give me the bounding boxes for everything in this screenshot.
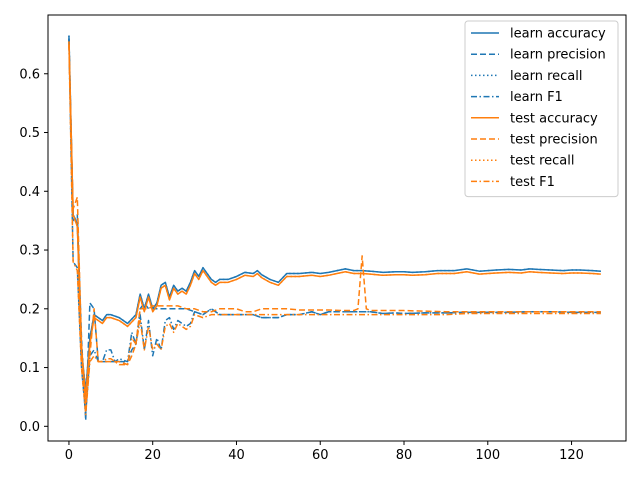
legend-label: test recall <box>510 154 575 169</box>
series-line-learn-recall <box>68 35 601 392</box>
y-tick-label: 0.2 <box>19 302 40 317</box>
plot-frame <box>47 14 627 442</box>
legend-label: test precision <box>510 133 598 148</box>
x-tick-label: 80 <box>396 448 413 463</box>
legend-label: learn precision <box>510 48 606 63</box>
y-tick-label: 0.0 <box>19 420 40 435</box>
legend-label: test F1 <box>510 175 555 190</box>
x-tick-label: 40 <box>228 448 245 463</box>
x-tick-label: 20 <box>144 448 161 463</box>
legend-label: test accuracy <box>510 111 598 126</box>
series-line-test-precision <box>68 44 601 410</box>
series-line-test-recall <box>68 41 601 398</box>
x-tick-label: 100 <box>475 448 500 463</box>
y-axis: 0.0 0.1 0.2 0.3 0.4 0.5 0.6 <box>19 67 48 435</box>
x-tick-label: 0 <box>65 448 73 463</box>
legend-label: learn accuracy <box>510 27 606 42</box>
x-tick-label: 120 <box>559 448 584 463</box>
legend: learn accuracy learn precision learn recal… <box>464 20 619 198</box>
series-layer <box>68 35 601 422</box>
x-axis: 0 20 40 60 80 100 120 <box>65 441 584 463</box>
y-tick-label: 0.4 <box>19 185 40 200</box>
y-tick-label: 0.6 <box>19 67 40 82</box>
legend-box <box>464 20 619 198</box>
y-tick-label: 0.3 <box>19 244 40 259</box>
legend-label: learn recall <box>510 69 582 84</box>
legend-label: learn F1 <box>510 90 563 105</box>
x-tick-label: 60 <box>312 448 329 463</box>
series-line-test-F1 <box>68 44 601 416</box>
y-tick-label: 0.5 <box>19 126 40 141</box>
y-tick-label: 0.1 <box>19 361 40 376</box>
